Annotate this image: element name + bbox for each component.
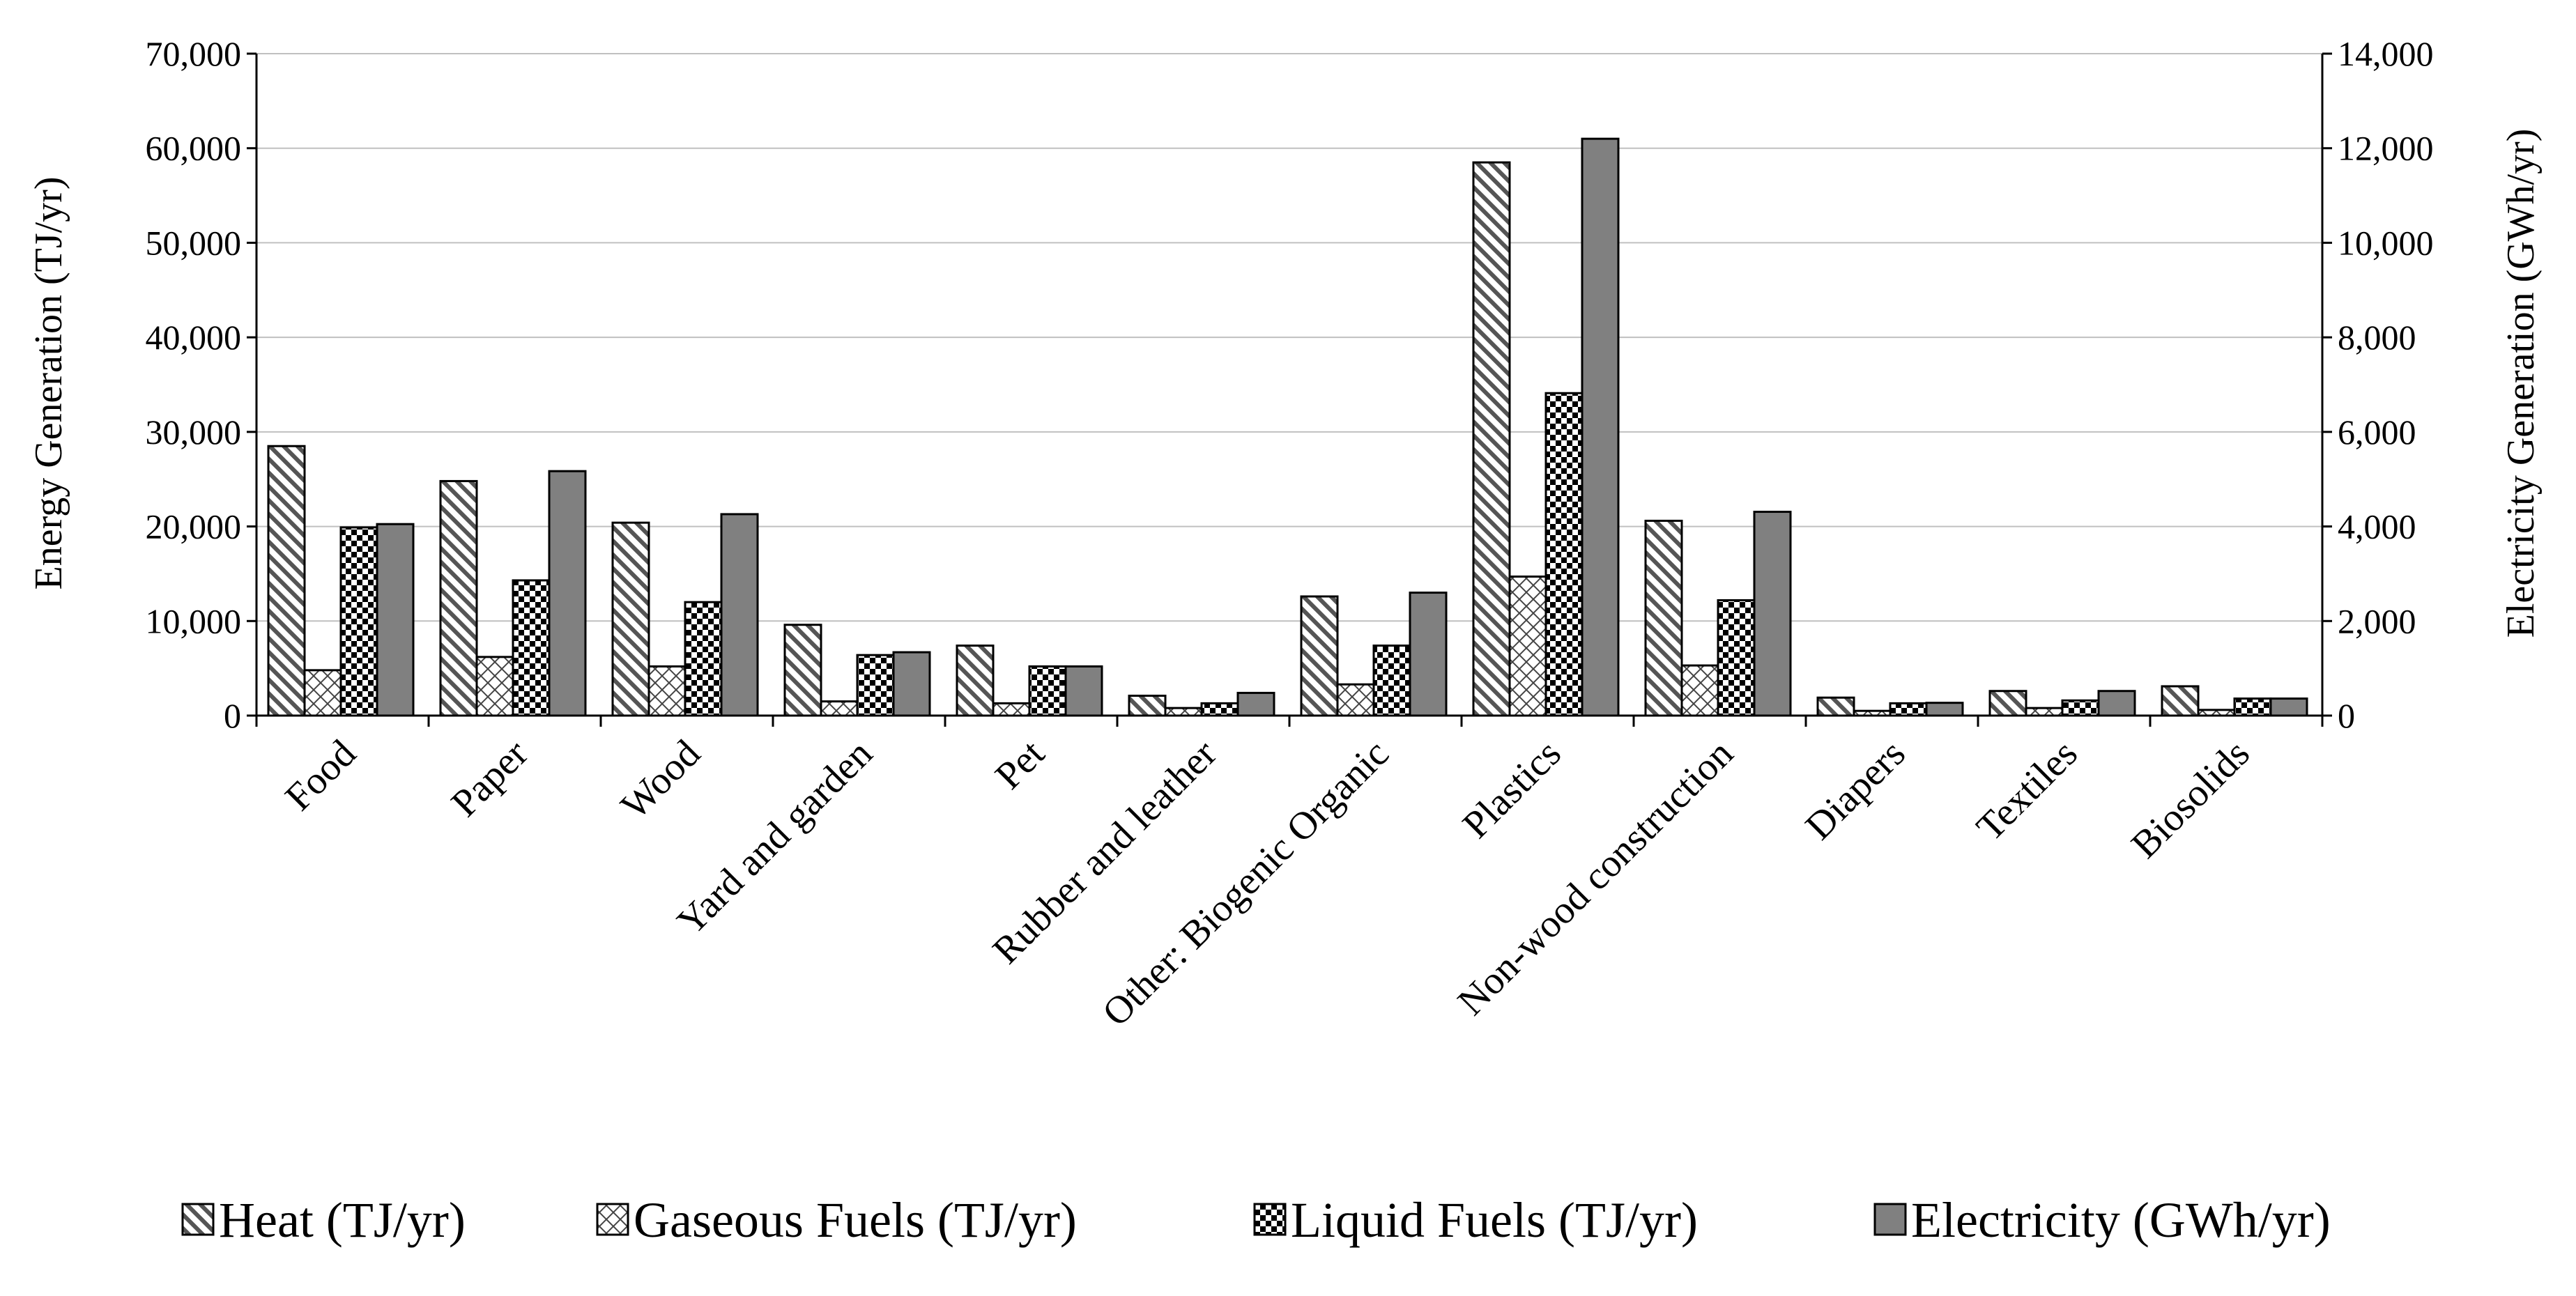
bar-checker (1372, 645, 1411, 717)
bar-diagonal (2161, 685, 2200, 717)
left-tick-label: 60,000 (146, 129, 242, 168)
bar-diagonal (1128, 695, 1167, 717)
bar-checker (1889, 702, 1928, 717)
bar-solid (548, 470, 587, 717)
legend-swatch-checker (1253, 1203, 1287, 1236)
right-tick-label: 2,000 (2338, 601, 2416, 640)
category-label: Non-wood construction (1450, 732, 1742, 1024)
left-tick-label: 10,000 (146, 601, 242, 640)
left-tick-label: 30,000 (146, 412, 242, 452)
left-tick-label: 20,000 (146, 507, 242, 546)
left-tick-label: 70,000 (146, 34, 242, 73)
legend-label: Electricity (GWh/yr) (1911, 1192, 2331, 1248)
bar-solid (1236, 691, 1275, 717)
category-label: Biosolids (2123, 732, 2257, 866)
legend-label: Heat (TJ/yr) (219, 1192, 466, 1248)
category-label: Diapers (1797, 732, 1914, 848)
bar-diagonal (1300, 595, 1339, 717)
bar-diagonal (956, 645, 995, 717)
right-tick-label: 14,000 (2338, 34, 2434, 73)
bar-crosshatch (1508, 576, 1547, 717)
bar-checker (1200, 702, 1239, 717)
bar-checker (684, 601, 723, 717)
gridlines (256, 53, 2322, 622)
left-axis-title: Energy Generation (TJ/yr) (27, 177, 70, 590)
bar-checker (2233, 697, 2272, 717)
bar-checker (856, 654, 895, 717)
bar-diagonal (1644, 519, 1683, 717)
bar-solid (2097, 690, 2136, 717)
bar-diagonal (611, 521, 650, 717)
bar-crosshatch (303, 669, 342, 717)
bar-solid (2269, 697, 2308, 717)
legend-label: Liquid Fuels (TJ/yr) (1291, 1192, 1698, 1248)
left-tick-label: 0 (224, 696, 241, 735)
bar-diagonal (783, 624, 822, 717)
right-tick-label: 6,000 (2338, 412, 2416, 452)
category-label: Pet (987, 732, 1053, 798)
bar-checker (512, 579, 551, 717)
bar-solid (1409, 592, 1448, 717)
right-tick-label: 10,000 (2338, 223, 2434, 262)
category-label: Wood (613, 732, 708, 827)
legend-swatch-diagonal (181, 1203, 215, 1236)
bar-crosshatch (475, 656, 514, 717)
bar-crosshatch (647, 665, 687, 717)
category-label: Other: Biogenic Organic (1094, 732, 1397, 1035)
right-tick-label: 12,000 (2338, 129, 2434, 168)
right-axis-title: Electricity Generation (GWh/yr) (2499, 129, 2543, 638)
bar-diagonal (1472, 161, 1511, 717)
bar-checker (1544, 392, 1584, 717)
bars (267, 137, 2308, 717)
bar-diagonal (1816, 696, 1855, 717)
legend-swatch-solid (1873, 1203, 1907, 1236)
bar-crosshatch (992, 702, 1031, 717)
bar-diagonal (1988, 690, 2027, 717)
legend: Heat (TJ/yr) Gaseous Fuels (TJ/yr) Liquid … (181, 1192, 2331, 1248)
bar-solid (1925, 702, 1964, 717)
bar-checker (1717, 599, 1756, 717)
right-tick-label: 0 (2338, 696, 2355, 735)
bar-solid (1753, 511, 1792, 717)
bar-crosshatch (820, 700, 859, 717)
bar-diagonal (267, 445, 306, 717)
legend-swatch-crosshatch (596, 1203, 629, 1236)
bar-solid (1064, 665, 1103, 717)
category-label: Paper (443, 732, 537, 825)
bar-checker (1028, 665, 1067, 717)
right-axis-ticks: 0 2,000 4,000 6,000 8,000 10,000 12,000 14,000 (2322, 34, 2434, 735)
category-label: Food (277, 732, 364, 819)
bar-diagonal (439, 479, 478, 717)
bar-crosshatch (1164, 707, 1203, 717)
bar-solid (376, 523, 415, 717)
legend-label: Gaseous Fuels (TJ/yr) (634, 1192, 1077, 1248)
bar-crosshatch (1680, 664, 1719, 717)
right-tick-label: 8,000 (2338, 318, 2416, 357)
bar-solid (892, 651, 931, 717)
axes (255, 54, 2324, 727)
right-tick-label: 4,000 (2338, 507, 2416, 546)
category-label: Textiles (1968, 732, 2086, 849)
left-tick-label: 50,000 (146, 223, 242, 262)
bar-solid (720, 513, 759, 717)
left-tick-label: 40,000 (146, 318, 242, 357)
bar-checker (2061, 699, 2100, 717)
bar-checker (339, 526, 378, 717)
bar-solid (1581, 137, 1620, 717)
bar-crosshatch (1336, 683, 1375, 717)
left-axis-ticks: 0 10,000 20,000 30,000 40,000 50,000 60,000 70,… (146, 34, 256, 735)
category-label: Plastics (1455, 732, 1570, 847)
bar-crosshatch (2025, 707, 2064, 717)
